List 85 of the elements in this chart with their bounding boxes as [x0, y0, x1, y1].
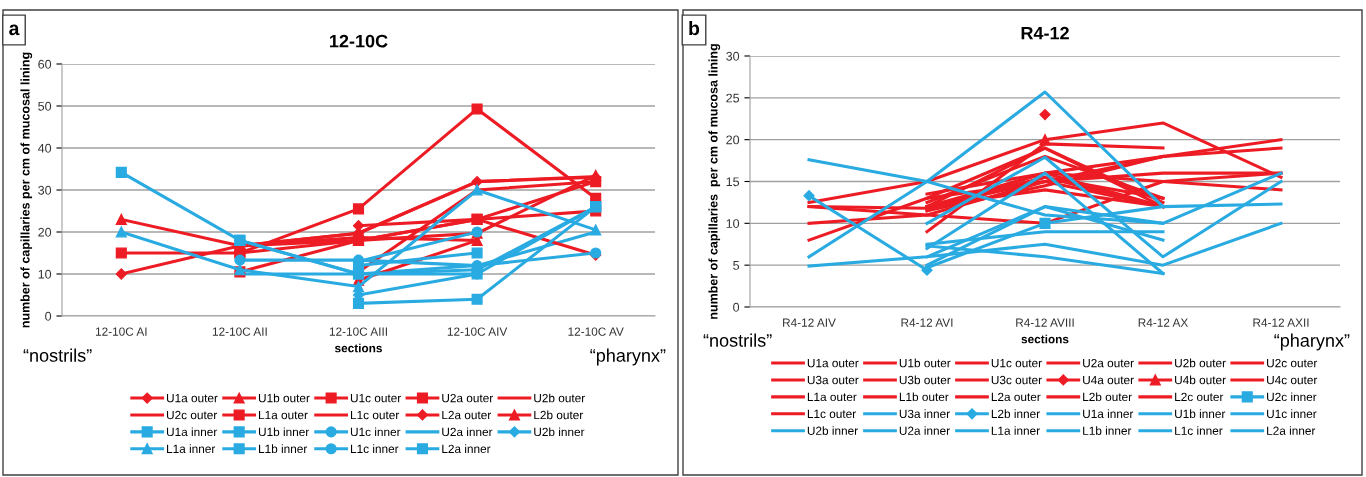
legend-label: U2a inner	[899, 426, 950, 435]
y-tick-label: 10	[38, 269, 52, 279]
x-tick-label: 12-10C AII	[212, 327, 267, 336]
legend-label: U1c outer	[991, 359, 1042, 368]
text: “nostrils”	[703, 333, 772, 347]
legend-label: L2a outer	[442, 410, 492, 420]
legend-label: U2b inner	[807, 426, 858, 435]
legend-label: L1a outer	[259, 410, 308, 420]
legend-label: L1c inner	[1175, 426, 1223, 435]
legend-label: U3c outer	[991, 375, 1042, 385]
text: “pharynx”	[590, 348, 666, 366]
text: “nostrils”	[23, 348, 92, 362]
x-tick-label: R4-12 AXII	[1253, 318, 1309, 327]
legend-label: U2c outer	[1267, 358, 1318, 368]
y-tick-label: 30	[38, 185, 52, 195]
legend-label: U2a outer	[442, 393, 493, 403]
legend-label: L2b outer	[1083, 392, 1132, 402]
legend-label: U1b inner	[1175, 409, 1226, 419]
x-tick-label: 12-10C AIII	[329, 327, 387, 336]
x-tick-label: R4-12 AVI	[901, 318, 953, 327]
legend-label: L2b outer	[534, 410, 584, 420]
legend-label: U2a outer	[1083, 358, 1134, 368]
x-axis-title: sections	[334, 343, 382, 353]
legend-label: L2a inner	[442, 444, 491, 454]
y-tick-label: 15	[726, 177, 740, 187]
legend-label: L1a outer	[807, 392, 857, 402]
legend-label: L2a inner	[1267, 426, 1316, 435]
legend-label: U1a outer	[807, 359, 859, 368]
legend-label: L1c inner	[351, 444, 399, 454]
legend-label: U1b outer	[899, 358, 951, 368]
y-axis-title: number of capillaries per cm of mucosal lining	[20, 52, 33, 328]
legend-label: L1c outer	[807, 409, 856, 419]
y-tick-label: 10	[726, 219, 740, 228]
legend-label: U3a inner	[899, 409, 950, 419]
legend-label: L1a inner	[991, 426, 1040, 435]
legend-label: U1a inner	[166, 427, 218, 437]
legend-label: U1b outer	[258, 393, 310, 403]
legend-label: L2a outer	[991, 392, 1041, 402]
x-tick-label: 12-10C AV	[568, 327, 624, 336]
legend-label: U3a outer	[807, 375, 859, 385]
legend-label: L1c outer	[351, 410, 400, 420]
x-tick-label: R4-12 AX	[1138, 318, 1189, 327]
legend-label: U1c inner	[1267, 409, 1317, 419]
text: b	[689, 20, 700, 36]
legend-label: U1a outer	[166, 394, 218, 403]
y-tick-label: 20	[38, 227, 52, 237]
legend-label: U2c outer	[166, 410, 218, 420]
legend-label: U1c inner	[350, 427, 401, 437]
legend-label: U4c outer	[1267, 375, 1318, 385]
y-tick-label: 0	[733, 302, 740, 312]
legend-label: U1a inner	[1083, 409, 1134, 419]
x-tick-label: 12-10C AI	[95, 327, 147, 336]
legend-label: U4b outer	[1175, 375, 1226, 385]
legend-label: L1b inner	[1083, 426, 1132, 435]
legend-label: U2c inner	[1267, 392, 1317, 402]
legend-label: L1a inner	[167, 444, 216, 454]
legend-label: L2c outer	[1175, 392, 1224, 402]
legend-label: U4a outer	[1083, 375, 1134, 385]
legend-label: U1b inner	[258, 427, 310, 437]
y-tick-label: 40	[37, 143, 52, 153]
legend-label: U2a inner	[442, 427, 493, 437]
legend-label: U3b outer	[899, 375, 951, 385]
y-tick-label: 0	[45, 311, 52, 321]
legend-label: U2b outer	[1175, 358, 1226, 368]
legend-label: U2b inner	[534, 427, 585, 437]
y-tick-label: 50	[38, 101, 52, 111]
legend-label: L1b inner	[259, 444, 308, 454]
text: a	[9, 24, 20, 36]
x-tick-label: R4-12 AVIII	[1016, 318, 1074, 327]
legend-label: U2b outer	[534, 393, 585, 403]
text: “pharynx”	[1274, 333, 1350, 351]
x-tick-label: 12-10C AIV	[447, 327, 508, 336]
y-tick-label: 25	[726, 93, 740, 103]
y-tick-label: 20	[726, 135, 740, 145]
legend-label: U1c outer	[350, 394, 402, 403]
y-tick-label: 60	[38, 59, 52, 69]
chart-title: 12-10C	[330, 34, 388, 48]
y-tick-label: 5	[733, 261, 740, 270]
chart-title: R4-12	[1021, 26, 1069, 40]
legend-label: L2b inner	[991, 409, 1040, 419]
y-axis-title: number of capillaries per cm of mucosa lining	[708, 44, 721, 319]
x-tick-label: R4-12 AIV	[783, 318, 836, 327]
y-tick-label: 30	[726, 51, 740, 61]
x-axis-title: sections	[1021, 334, 1069, 344]
legend-label: L1b outer	[899, 392, 949, 402]
